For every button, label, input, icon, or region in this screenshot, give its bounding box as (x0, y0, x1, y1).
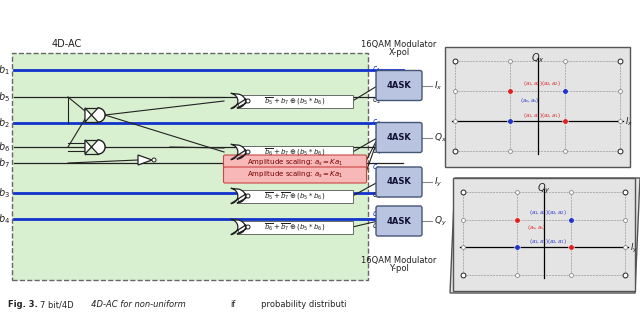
Text: 16QAM Modulator: 16QAM Modulator (362, 256, 436, 265)
Text: $(a_s,a_s)$: $(a_s,a_s)$ (527, 224, 545, 232)
Polygon shape (138, 155, 152, 165)
Text: $Q_x$: $Q_x$ (531, 51, 545, 65)
Bar (237, 220, 353, 233)
Text: $b_{2}$: $b_{2}$ (0, 116, 10, 130)
Text: $c_{6}$: $c_{6}$ (372, 191, 381, 201)
Text: $b_{3}$: $b_{3}$ (0, 186, 10, 200)
Bar (237, 190, 353, 203)
Text: $b_{7}$: $b_{7}$ (0, 156, 10, 170)
Text: $b_{6}$: $b_{6}$ (0, 140, 10, 154)
Polygon shape (85, 140, 105, 154)
Polygon shape (85, 108, 105, 122)
Text: $c_{7}$: $c_{7}$ (372, 210, 381, 220)
Text: $c_{5}$: $c_{5}$ (372, 163, 381, 173)
Text: probability distributi: probability distributi (248, 300, 346, 309)
Text: $(a_1,a_1)(a_2,a_1)$: $(a_1,a_1)(a_2,a_1)$ (529, 237, 567, 246)
FancyBboxPatch shape (376, 71, 422, 100)
Text: $c_{8}$: $c_{8}$ (372, 222, 381, 232)
Polygon shape (231, 93, 246, 109)
Text: $Q_x$: $Q_x$ (434, 131, 447, 144)
Polygon shape (231, 219, 246, 235)
Text: $c_{4}$: $c_{4}$ (372, 147, 381, 157)
Text: 4ASK: 4ASK (387, 81, 412, 90)
Text: 4ASK: 4ASK (387, 216, 412, 226)
Bar (237, 94, 353, 107)
Text: $\overline{b_5} + b_7 \oplus (b_5 * b_6)$: $\overline{b_5} + b_7 \oplus (b_5 * b_6)… (264, 95, 326, 107)
Bar (237, 146, 353, 158)
Text: $(a_1,a_2)(a_2,a_2)$: $(a_1,a_2)(a_2,a_2)$ (522, 79, 561, 88)
Text: if: if (230, 300, 236, 309)
Text: $I_y$: $I_y$ (630, 242, 638, 255)
Text: $c_{2}$: $c_{2}$ (372, 96, 381, 106)
Text: X-pol: X-pol (388, 48, 410, 57)
Bar (453, 178, 635, 291)
Bar (445, 47, 630, 167)
Polygon shape (231, 144, 246, 160)
FancyBboxPatch shape (376, 206, 422, 236)
Text: $b_{5}$: $b_{5}$ (0, 90, 10, 104)
FancyBboxPatch shape (376, 167, 422, 197)
Text: $b_{4}$: $b_{4}$ (0, 212, 10, 226)
Text: $(a_s,a_s)$: $(a_s,a_s)$ (520, 96, 539, 105)
Text: $I_y$: $I_y$ (434, 175, 442, 189)
Circle shape (246, 194, 250, 198)
Text: $Q_y$: $Q_y$ (537, 182, 551, 196)
Text: Amplitude scaling: $a_s = Ka_1$: Amplitude scaling: $a_s = Ka_1$ (247, 170, 343, 180)
Text: 7 bit/4D: 7 bit/4D (40, 300, 74, 309)
Text: 4D-AC: 4D-AC (52, 39, 82, 49)
Text: 16QAM Modulator: 16QAM Modulator (362, 40, 436, 49)
FancyBboxPatch shape (376, 123, 422, 152)
Bar (12, 53, 368, 280)
Text: Amplitude scaling: $a_s = Ka_1$: Amplitude scaling: $a_s = Ka_1$ (247, 158, 343, 168)
Text: $I_x$: $I_x$ (434, 79, 442, 92)
Text: 4ASK: 4ASK (387, 177, 412, 186)
Text: Fig. 3.: Fig. 3. (8, 300, 38, 309)
Text: $I_x$: $I_x$ (625, 116, 633, 128)
Text: 4ASK: 4ASK (387, 133, 412, 142)
Text: 4D-AC for non-uniform: 4D-AC for non-uniform (78, 300, 186, 309)
Text: $(a_1,a_2)(a_2,a_2)$: $(a_1,a_2)(a_2,a_2)$ (529, 208, 567, 217)
FancyBboxPatch shape (223, 155, 367, 171)
Text: $\overline{b_6} + \overline{b_7} \oplus (b_5 * b_6)$: $\overline{b_6} + \overline{b_7} \oplus … (264, 221, 326, 233)
FancyBboxPatch shape (223, 167, 367, 183)
Polygon shape (231, 188, 246, 204)
Circle shape (152, 158, 156, 162)
Text: $\overline{b_6} + b_7 \oplus (b_5 * b_6)$: $\overline{b_6} + b_7 \oplus (b_5 * b_6)… (264, 146, 326, 158)
Text: $Q_y$: $Q_y$ (434, 215, 447, 227)
Text: $(a_1,a_1)(a_2,a_1)$: $(a_1,a_1)(a_2,a_1)$ (522, 111, 561, 120)
Text: $c_{1}$: $c_{1}$ (372, 65, 381, 75)
Text: Y-pol: Y-pol (389, 264, 409, 273)
Text: $b_{1}$: $b_{1}$ (0, 63, 10, 77)
Circle shape (246, 225, 250, 229)
Circle shape (246, 150, 250, 154)
Circle shape (246, 99, 250, 103)
Polygon shape (450, 178, 640, 293)
Text: $c_{3}$: $c_{3}$ (372, 118, 381, 128)
Text: $\overline{b_5} + \overline{b_7} \oplus (b_5 * b_6)$: $\overline{b_5} + \overline{b_7} \oplus … (264, 190, 326, 202)
